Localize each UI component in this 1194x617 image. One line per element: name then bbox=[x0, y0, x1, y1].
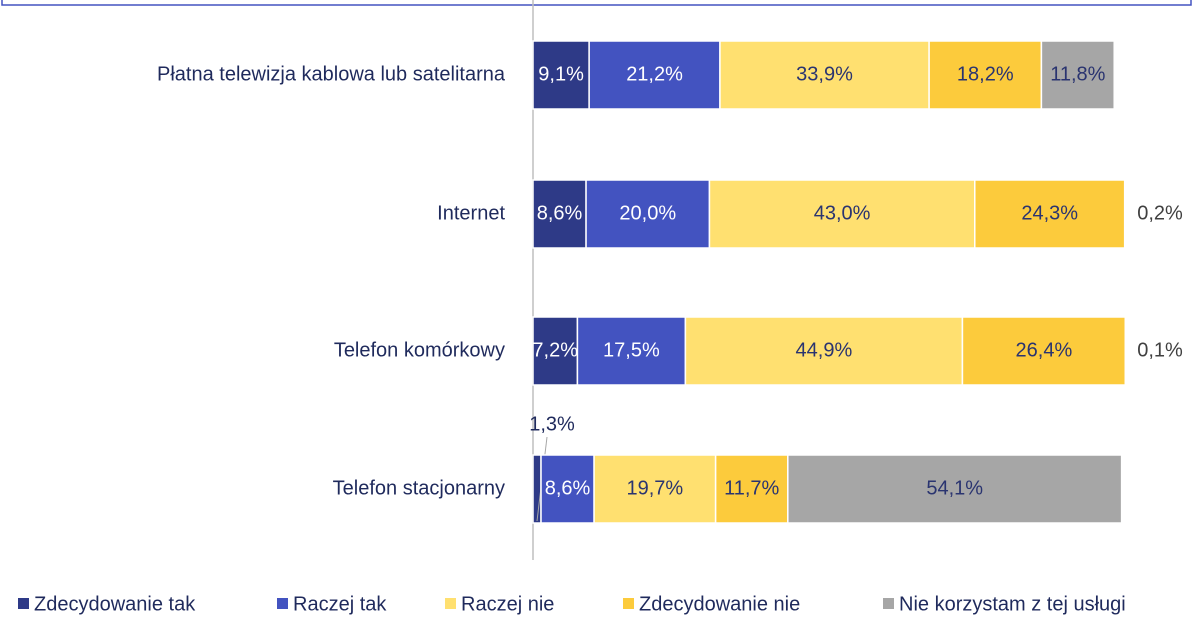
data-label: 0,2% bbox=[1137, 202, 1183, 224]
data-label: 9,1% bbox=[538, 63, 584, 85]
category-label: Płatna telewizja kablowa lub satelitarna bbox=[157, 63, 506, 85]
data-label: 21,2% bbox=[626, 63, 683, 85]
legend-swatch bbox=[883, 598, 894, 609]
data-label: 11,8% bbox=[1050, 63, 1105, 85]
bar-segment bbox=[974, 179, 1126, 249]
data-label: 11,7% bbox=[724, 477, 779, 499]
legend-label: Raczej nie bbox=[461, 593, 554, 615]
legend-swatch bbox=[623, 598, 634, 609]
bar-segment bbox=[588, 40, 721, 110]
bar-segment bbox=[1123, 179, 1127, 249]
bar-segment bbox=[540, 454, 595, 524]
data-label: 26,4% bbox=[1016, 339, 1073, 361]
bar-segment bbox=[1124, 316, 1127, 386]
category-label: Telefon stacjonarny bbox=[333, 477, 505, 499]
legend-label: Raczej tak bbox=[293, 593, 387, 615]
data-label: 43,0% bbox=[814, 202, 871, 224]
legend-swatch bbox=[445, 598, 456, 609]
data-label: 0,1% bbox=[1137, 339, 1183, 361]
bar-segment bbox=[576, 316, 687, 386]
data-label: 24,3% bbox=[1021, 202, 1078, 224]
frame bbox=[1, 0, 1192, 6]
bar-segment bbox=[714, 454, 789, 524]
bar-segment bbox=[593, 454, 717, 524]
legend-swatch bbox=[18, 598, 29, 609]
data-label: 19,7% bbox=[626, 477, 683, 499]
legend-label: Zdecydowanie tak bbox=[34, 593, 196, 615]
data-label: 20,0% bbox=[619, 202, 676, 224]
data-label: 8,6% bbox=[537, 202, 583, 224]
category-label: Internet bbox=[437, 202, 505, 224]
bar-segment bbox=[708, 179, 976, 249]
data-label: 8,6% bbox=[545, 477, 591, 499]
bar-segment bbox=[719, 40, 930, 110]
legend-label: Zdecydowanie nie bbox=[639, 593, 800, 615]
legend-label: Nie korzystam z tej usługi bbox=[899, 593, 1126, 615]
data-label: 54,1% bbox=[926, 477, 983, 499]
bar-segment bbox=[684, 316, 964, 386]
bar-segment bbox=[1040, 40, 1115, 110]
bar-segment bbox=[961, 316, 1127, 386]
data-label: 44,9% bbox=[796, 339, 853, 361]
data-label: 33,9% bbox=[796, 63, 853, 85]
category-label: Telefon komórkowy bbox=[334, 339, 505, 361]
data-label: 18,2% bbox=[957, 63, 1014, 85]
data-label: 7,2% bbox=[532, 339, 578, 361]
bar-segment bbox=[787, 454, 1123, 524]
data-label: 17,5% bbox=[603, 339, 660, 361]
bar-segment bbox=[532, 454, 542, 524]
legend-swatch bbox=[277, 598, 288, 609]
data-label: 1,3% bbox=[529, 413, 575, 435]
bar-segment bbox=[532, 316, 579, 386]
